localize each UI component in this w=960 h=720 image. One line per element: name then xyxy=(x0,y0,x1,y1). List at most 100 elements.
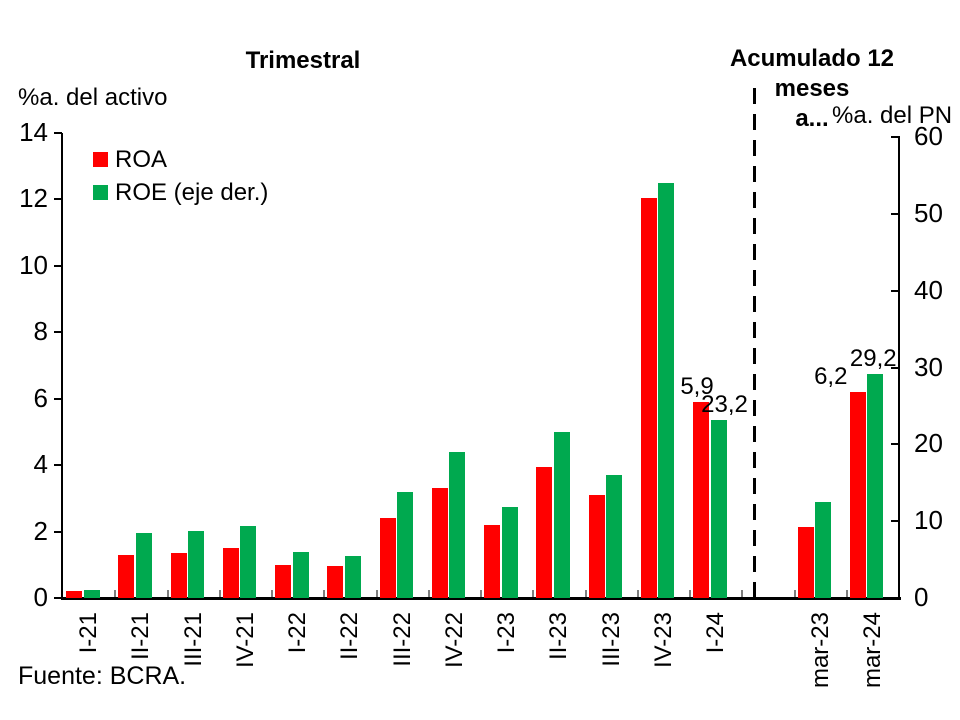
right-y-axis-tick-label-0: 0 xyxy=(914,582,929,612)
x-axis-label-I-22: I-22 xyxy=(284,612,312,654)
x-axis-tick-6 xyxy=(375,590,378,597)
right-y-axis-tick-label-60: 60 xyxy=(914,121,943,151)
x-axis-tick-7 xyxy=(427,590,430,597)
bar-roe-II-21 xyxy=(135,532,152,598)
bar-roe-mar-24 xyxy=(867,373,884,598)
left-y-axis-tick-4 xyxy=(54,464,62,467)
x-axis-tick-9 xyxy=(532,590,535,597)
x-axis-label-I-21: I-21 xyxy=(75,612,103,654)
bar-roa-IV-21 xyxy=(222,548,239,598)
x-axis-tick-5 xyxy=(323,590,326,597)
x-axis-tick-8 xyxy=(480,590,482,597)
left-y-axis-tick-label-4: 4 xyxy=(33,449,48,480)
bar-roa-II-21 xyxy=(118,554,135,598)
bar-roe-II-22 xyxy=(344,555,361,598)
data-label-roa-mar-24: 6,2 xyxy=(814,363,848,391)
x-axis-tick-4 xyxy=(271,590,273,597)
x-axis-label-II-22: II-22 xyxy=(336,612,364,661)
section-title-accumulated-line2: a... xyxy=(795,105,829,132)
x-axis-line xyxy=(61,597,901,600)
bar-roe-II-23 xyxy=(553,432,570,598)
section-title-accumulated: Acumulado 12 meses a... xyxy=(698,44,926,134)
legend-label-roe: ROE (eje der.) xyxy=(115,179,269,206)
right-y-axis-tick-label-20: 20 xyxy=(914,428,943,459)
bar-roa-mar-23 xyxy=(797,526,814,598)
left-y-axis-tick-2 xyxy=(54,530,62,533)
right-y-axis-tick-50 xyxy=(891,212,900,215)
bar-roa-II-22 xyxy=(327,566,344,598)
legend-swatch-roe xyxy=(93,185,108,200)
data-label-roa-I-24: 5,9 xyxy=(680,373,714,401)
right-y-axis-tick-20 xyxy=(891,443,900,446)
x-axis-label-III-23: III-23 xyxy=(597,612,625,667)
right-y-axis-tick-30 xyxy=(891,366,900,369)
x-axis-label-IV-22: IV-22 xyxy=(440,612,468,669)
right-y-axis-tick-0 xyxy=(891,597,900,599)
x-axis-label-I-23: I-23 xyxy=(493,612,521,654)
bar-roa-I-23 xyxy=(484,524,500,598)
bar-roe-IV-22 xyxy=(449,452,466,598)
bar-roe-IV-23 xyxy=(658,183,675,598)
right-axis-unit-label: %a. del PN xyxy=(832,102,953,129)
x-axis-tick-12 xyxy=(689,590,691,597)
left-y-axis-tick-label-10: 10 xyxy=(19,249,48,280)
legend-swatch-roa xyxy=(93,152,108,167)
left-y-axis-tick-label-0: 0 xyxy=(33,582,48,612)
right-y-axis-tick-10 xyxy=(891,520,900,523)
data-label-roe-I-24: 23,2 xyxy=(701,390,748,418)
left-y-axis-tick-label-14: 14 xyxy=(19,117,48,147)
bar-roe-IV-21 xyxy=(240,525,257,598)
right-y-axis-tick-label-10: 10 xyxy=(914,505,943,536)
bar-roa-I-21 xyxy=(66,591,82,598)
section-title-accumulated-line1: Acumulado 12 meses xyxy=(729,45,895,102)
bar-roa-II-23 xyxy=(536,466,553,598)
bar-roe-III-23 xyxy=(606,475,622,598)
left-y-axis-tick-label-2: 2 xyxy=(33,515,48,546)
x-axis-tick-3 xyxy=(218,590,221,597)
x-axis-tick-14 xyxy=(793,590,796,597)
bar-roa-I-22 xyxy=(275,564,291,598)
panel-separator-dashed-line xyxy=(753,88,756,608)
x-axis-label-IV-21: IV-21 xyxy=(231,612,259,669)
left-y-axis-tick-6 xyxy=(54,397,62,400)
x-axis-tick-13 xyxy=(741,590,744,597)
x-axis-label-II-21: II-21 xyxy=(127,612,155,661)
bar-roa-IV-23 xyxy=(640,197,657,598)
left-y-axis-tick-label-12: 12 xyxy=(19,183,48,214)
bar-roe-I-21 xyxy=(83,590,100,598)
left-y-axis-tick-label-8: 8 xyxy=(33,316,48,347)
right-y-axis-tick-label-40: 40 xyxy=(914,274,943,305)
bar-roa-mar-24 xyxy=(849,392,866,598)
x-axis-tick-15 xyxy=(845,590,848,597)
x-axis-label-II-23: II-23 xyxy=(545,612,573,661)
x-axis-label-mar-23: mar-23 xyxy=(806,612,834,689)
bar-roe-mar-23 xyxy=(815,501,831,598)
source-note: Fuente: BCRA. xyxy=(18,662,187,690)
x-axis-tick-2 xyxy=(166,590,169,597)
bar-roe-I-24 xyxy=(710,419,727,598)
section-title-quarterly: Trimestral xyxy=(245,47,361,74)
bar-roe-I-23 xyxy=(501,507,518,598)
left-y-axis-tick-12 xyxy=(54,198,62,201)
right-y-axis-tick-label-30: 30 xyxy=(914,351,943,382)
bar-roa-IV-22 xyxy=(431,488,448,598)
x-axis-label-I-24: I-24 xyxy=(702,612,730,654)
bar-roe-III-22 xyxy=(397,491,413,598)
left-axis-unit-label: %a. del activo xyxy=(18,84,168,111)
left-y-axis-line xyxy=(61,133,63,599)
left-y-axis-tick-8 xyxy=(54,331,62,334)
right-y-axis-tick-40 xyxy=(891,289,900,292)
bar-roe-III-21 xyxy=(188,531,204,598)
bar-roe-I-22 xyxy=(292,551,309,598)
left-y-axis-tick-14 xyxy=(54,132,62,134)
x-axis-label-IV-23: IV-23 xyxy=(649,612,677,669)
right-y-axis-tick-label-50: 50 xyxy=(914,197,943,228)
left-y-axis-tick-10 xyxy=(54,264,62,267)
right-y-axis-tick-60 xyxy=(891,136,900,138)
x-axis-tick-10 xyxy=(584,590,587,597)
x-axis-label-III-22: III-22 xyxy=(388,612,416,667)
x-axis-label-mar-24: mar-24 xyxy=(858,612,886,689)
bar-roa-I-24 xyxy=(693,402,709,598)
legend-label-roa: ROA xyxy=(115,146,168,173)
